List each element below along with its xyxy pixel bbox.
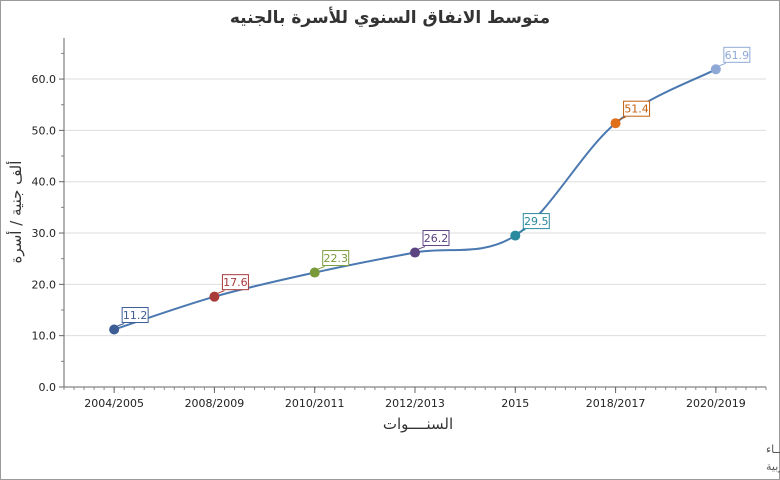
data-label-leader [115, 323, 125, 327]
data-label-leader [216, 290, 225, 295]
x-tick-label: 2015 [501, 397, 529, 410]
x-tick-label: 2008/2009 [185, 397, 245, 410]
x-tick-labels: 2004/2005 2008/2009 2010/2011 2012/2013 2015… [84, 397, 745, 410]
data-point [710, 64, 721, 75]
data-point [109, 324, 120, 335]
y-tick-label: 10.0 [32, 330, 57, 343]
data-label: 11.2 [123, 309, 148, 322]
x-tick-label: 2018/2017 [586, 397, 646, 410]
footer-source: المصدر الأساسـي للأحصاءات الرسمية لجمهور… [766, 459, 780, 473]
x-tick-label: 2012/2013 [385, 397, 445, 410]
data-label-leader [717, 62, 727, 67]
data-label-leader [316, 266, 325, 271]
data-label: 51.4 [624, 103, 649, 116]
data-labels: 11.2 17.6 22.3 26.2 29.5 51.4 61.9 [115, 46, 751, 327]
y-tick-label: 30.0 [32, 227, 57, 240]
x-tick-label: 2010/2011 [285, 397, 345, 410]
footer-copyright: حقوق الملكية للجهـــاز المركزي للتعبئة ا… [766, 442, 780, 456]
y-tick-label: 40.0 [32, 176, 57, 189]
y-tick-labels: 0.0 10.0 20.0 30.0 40.0 50.0 60.0 [32, 73, 57, 394]
data-label: 26.2 [424, 232, 449, 245]
data-label-box [322, 250, 350, 267]
chart-title: متوسط الانفاق السنوي للأسرة بالجنيه [230, 7, 550, 28]
data-label: 17.6 [223, 276, 248, 289]
y-tick-label: 50.0 [32, 124, 57, 137]
x-axis-title: السنــــوات [383, 415, 453, 433]
data-label-box [221, 274, 249, 291]
x-tick-label: 2020/2019 [686, 397, 746, 410]
data-point [610, 118, 621, 129]
data-label-box [723, 46, 751, 63]
data-label-leader [617, 116, 626, 121]
y-tick-label: 60.0 [32, 73, 57, 86]
y-axis-title: ألف جنية / أسرة [6, 161, 25, 264]
axes [59, 38, 767, 393]
y-tick-label: 20.0 [32, 278, 57, 291]
data-point [309, 267, 320, 278]
data-label-box [422, 230, 450, 247]
data-label-box [623, 100, 651, 117]
data-label-leader [517, 229, 526, 234]
data-point [510, 230, 521, 241]
data-label-box [522, 213, 550, 230]
data-point [209, 291, 220, 302]
y-tick-label: 0.0 [39, 381, 57, 394]
data-label: 29.5 [524, 215, 549, 228]
grid-lines [64, 78, 766, 337]
data-point [410, 247, 420, 258]
data-label: 61.9 [725, 49, 750, 62]
data-label-leader [416, 246, 426, 251]
data-points [109, 64, 721, 335]
x-tick-label: 2004/2005 [84, 397, 144, 410]
data-label-box [121, 307, 149, 324]
data-label: 22.3 [323, 252, 348, 265]
